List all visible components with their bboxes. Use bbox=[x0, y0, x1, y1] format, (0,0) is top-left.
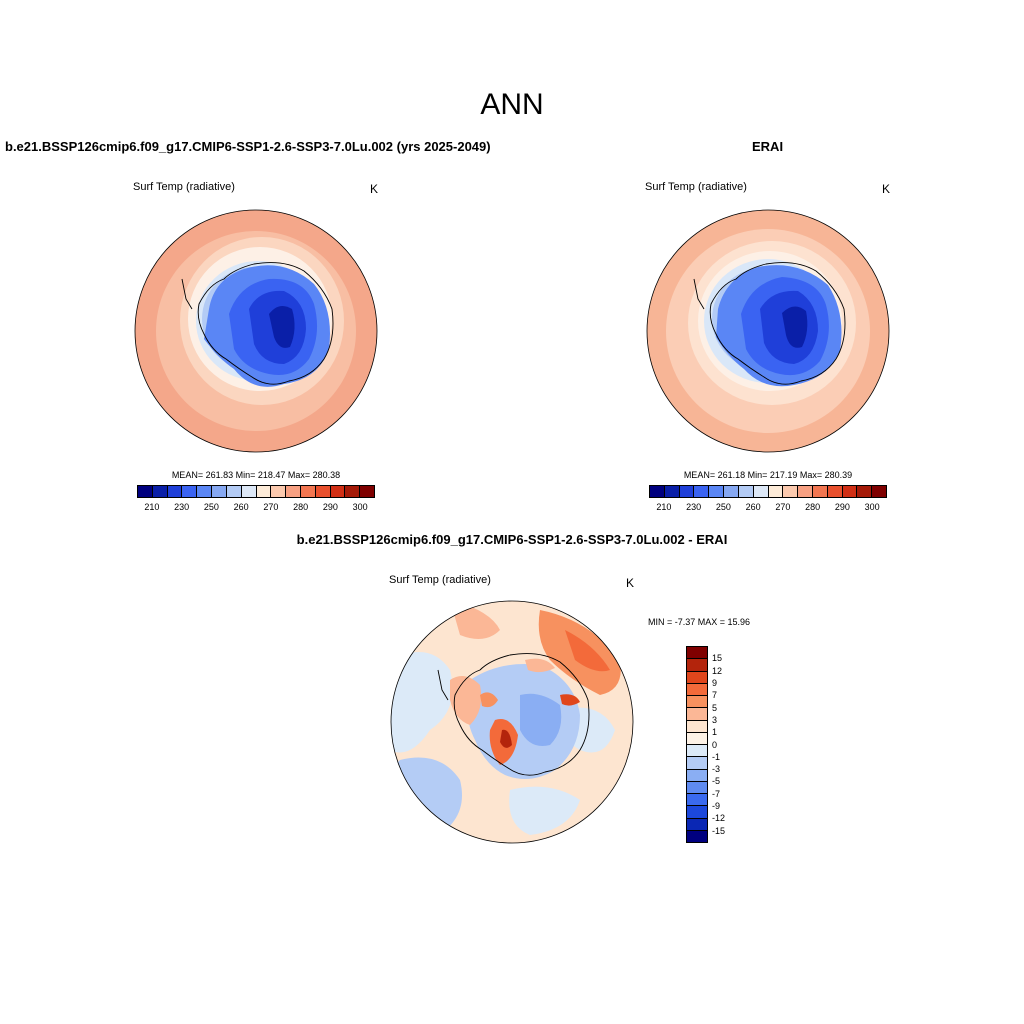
colorbar-swatch bbox=[724, 486, 739, 497]
panel-1-polar-map bbox=[134, 209, 378, 453]
colorbar-tick-label: 250 bbox=[203, 502, 219, 512]
colorbar-swatch bbox=[182, 486, 198, 497]
colorbar-tick-label: 5 bbox=[712, 702, 718, 713]
colorbar-tick-label: 270 bbox=[263, 502, 279, 512]
colorbar-tick-label: 300 bbox=[864, 502, 880, 512]
colorbar-swatch bbox=[768, 486, 784, 497]
colorbar-tick-label: -9 bbox=[712, 801, 721, 812]
colorbar-swatch bbox=[271, 486, 287, 497]
colorbar-swatch bbox=[687, 671, 707, 684]
colorbar-tick-label: 1 bbox=[712, 727, 718, 738]
colorbar-swatch bbox=[650, 486, 665, 497]
colorbar-tick-label: -15 bbox=[712, 825, 726, 836]
colorbar-swatch bbox=[315, 486, 331, 497]
colorbar-swatch bbox=[687, 659, 707, 672]
panel-3-variable-label: Surf Temp (radiative) bbox=[389, 574, 491, 586]
panel-2-units-label: K bbox=[882, 182, 891, 196]
colorbar-tick-label: 230 bbox=[174, 502, 190, 512]
colorbar-tick-label: -7 bbox=[712, 788, 721, 799]
colorbar-swatch bbox=[167, 486, 183, 497]
colorbar-swatch bbox=[687, 830, 707, 842]
panel-1-title: b.e21.BSSP126cmip6.f09_g17.CMIP6-SSP1-2.… bbox=[5, 139, 491, 154]
colorbar-tick-label: 300 bbox=[352, 502, 368, 512]
colorbar-swatch bbox=[687, 683, 707, 696]
colorbar-tick-label: 9 bbox=[712, 677, 718, 688]
colorbar-swatch bbox=[687, 647, 707, 660]
colorbar-swatch bbox=[842, 486, 858, 497]
panel-1-units-label: K bbox=[370, 182, 379, 196]
colorbar-tick-label: 3 bbox=[712, 714, 718, 725]
colorbar-tick-label: 15 bbox=[712, 653, 723, 664]
colorbar-tick-label: -12 bbox=[712, 813, 726, 824]
colorbar-swatch bbox=[345, 486, 361, 497]
panel-2-title: ERAI bbox=[752, 139, 784, 154]
colorbar-tick-label: -3 bbox=[712, 764, 721, 775]
colorbar-tick-label: 7 bbox=[712, 690, 718, 701]
colorbar-tick-label: 12 bbox=[712, 665, 723, 676]
colorbar-swatch bbox=[857, 486, 873, 497]
panel-2-colorbar bbox=[649, 485, 887, 498]
colorbar-swatch bbox=[798, 486, 813, 497]
colorbar-swatch bbox=[687, 818, 707, 831]
colorbar-swatch bbox=[827, 486, 843, 497]
panel-1-stats: MEAN= 261.83 Min= 218.47 Max= 280.38 bbox=[171, 470, 341, 480]
colorbar-swatch bbox=[687, 769, 707, 782]
colorbar-swatch bbox=[212, 486, 227, 497]
colorbar-swatch bbox=[241, 486, 257, 497]
colorbar-tick-label: 280 bbox=[805, 502, 821, 512]
colorbar-tick-label: 230 bbox=[686, 502, 702, 512]
colorbar-tick-label: -1 bbox=[712, 751, 721, 762]
colorbar-swatch bbox=[138, 486, 153, 497]
colorbar-swatch bbox=[687, 732, 707, 745]
panel-2-stats: MEAN= 261.18 Min= 217.19 Max= 280.39 bbox=[683, 470, 853, 480]
colorbar-swatch bbox=[360, 486, 374, 497]
colorbar-swatch bbox=[687, 745, 707, 758]
colorbar-swatch bbox=[256, 486, 272, 497]
colorbar-swatch bbox=[709, 486, 725, 497]
colorbar-swatch bbox=[679, 486, 695, 497]
colorbar-swatch bbox=[330, 486, 346, 497]
colorbar-tick-label: 260 bbox=[233, 502, 249, 512]
colorbar-swatch bbox=[687, 781, 707, 794]
colorbar-tick-label: 210 bbox=[144, 502, 160, 512]
colorbar-tick-label: 210 bbox=[656, 502, 672, 512]
panel-3-colorbar bbox=[686, 646, 708, 843]
colorbar-swatch bbox=[687, 757, 707, 770]
panel-2-variable-label: Surf Temp (radiative) bbox=[645, 181, 747, 193]
colorbar-tick-label: 280 bbox=[293, 502, 309, 512]
colorbar-swatch bbox=[687, 720, 707, 733]
colorbar-tick-label: 290 bbox=[322, 502, 338, 512]
colorbar-swatch bbox=[300, 486, 316, 497]
colorbar-swatch bbox=[197, 486, 213, 497]
panel-2-polar-map bbox=[646, 209, 890, 453]
panel-3-units-label: K bbox=[626, 576, 635, 590]
colorbar-swatch bbox=[738, 486, 754, 497]
panel-3-polar-map bbox=[390, 600, 634, 844]
panel-1-variable-label: Surf Temp (radiative) bbox=[133, 181, 235, 193]
colorbar-swatch bbox=[872, 486, 886, 497]
colorbar-tick-label: 0 bbox=[712, 739, 718, 750]
colorbar-swatch bbox=[687, 708, 707, 721]
colorbar-swatch bbox=[687, 696, 707, 709]
colorbar-swatch bbox=[687, 806, 707, 819]
colorbar-swatch bbox=[152, 486, 168, 497]
colorbar-tick-label: -5 bbox=[712, 776, 721, 787]
colorbar-swatch bbox=[694, 486, 710, 497]
colorbar-swatch bbox=[753, 486, 769, 497]
colorbar-swatch bbox=[226, 486, 242, 497]
panel-3-title: b.e21.BSSP126cmip6.f09_g17.CMIP6-SSP1-2.… bbox=[296, 532, 728, 547]
colorbar-tick-label: 270 bbox=[775, 502, 791, 512]
colorbar-swatch bbox=[783, 486, 799, 497]
colorbar-swatch bbox=[812, 486, 828, 497]
figure-title: ANN bbox=[480, 88, 544, 121]
colorbar-tick-label: 260 bbox=[745, 502, 761, 512]
colorbar-swatch bbox=[687, 794, 707, 807]
colorbar-swatch bbox=[286, 486, 301, 497]
panel-1-colorbar bbox=[137, 485, 375, 498]
colorbar-swatch bbox=[664, 486, 680, 497]
colorbar-tick-label: 250 bbox=[715, 502, 731, 512]
panel-3-min-max: MIN = -7.37 MAX = 15.96 bbox=[648, 617, 751, 627]
colorbar-tick-label: 290 bbox=[834, 502, 850, 512]
